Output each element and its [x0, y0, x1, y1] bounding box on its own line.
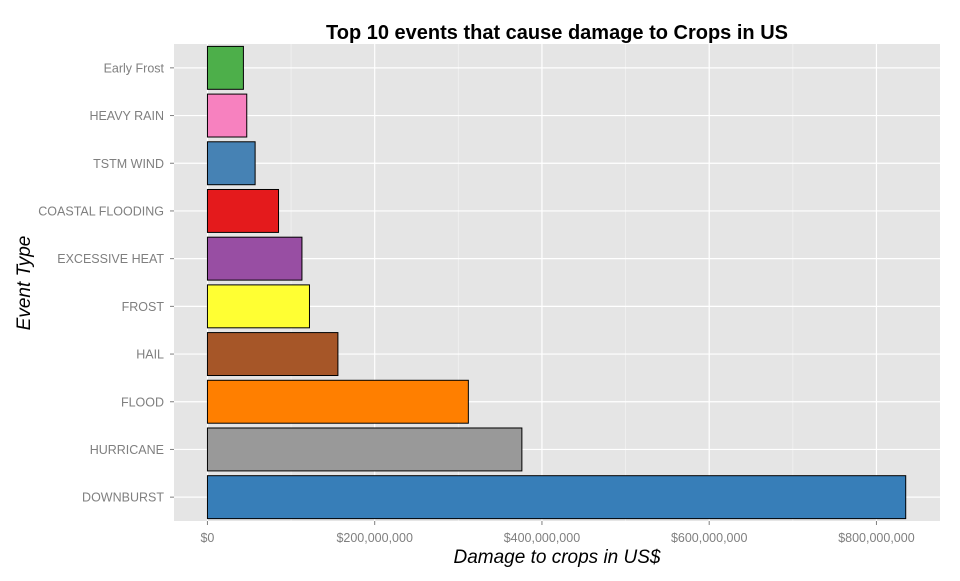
- y-tick-label: EXCESSIVE HEAT: [57, 252, 164, 266]
- y-tick-label: HAIL: [136, 348, 164, 362]
- bar: [206, 236, 303, 281]
- y-tick-label: HURRICANE: [90, 443, 164, 457]
- x-axis: $0 $200,000,000 $400,000,000 $600,000,000 $8…: [200, 521, 915, 545]
- y-tick-label: HEAVY RAIN: [89, 109, 164, 123]
- bar: [206, 379, 469, 424]
- y-tick-label: FLOOD: [121, 395, 164, 409]
- x-tick-label: $400,000,000: [504, 531, 581, 545]
- y-tick-label: Early Frost: [104, 61, 165, 75]
- x-tick-label: $600,000,000: [671, 531, 748, 545]
- bar: [206, 332, 339, 377]
- y-tick-label: COASTAL FLOODING: [38, 204, 164, 218]
- x-axis-title: Damage to crops in US$: [454, 547, 661, 568]
- x-tick-label: $200,000,000: [336, 531, 413, 545]
- bar: [206, 141, 256, 186]
- bar: [206, 93, 248, 138]
- bar: [206, 188, 280, 233]
- x-tick-label: $0: [200, 531, 214, 545]
- bars: [206, 45, 907, 520]
- bar: [206, 475, 907, 520]
- y-axis-title: Event Type: [14, 236, 35, 331]
- bar: [206, 45, 244, 90]
- y-tick-label: TSTM WIND: [93, 157, 164, 171]
- y-tick-label: FROST: [122, 300, 165, 314]
- chart-title: Top 10 events that cause damage to Crops…: [326, 22, 788, 44]
- x-tick-label: $800,000,000: [838, 531, 915, 545]
- bar: [206, 427, 523, 472]
- y-axis: DOWNBURST HURRICANE FLOOD HAIL FROST EXCESSIV…: [38, 61, 174, 505]
- y-tick-label: DOWNBURST: [82, 491, 164, 505]
- bar: [206, 284, 310, 329]
